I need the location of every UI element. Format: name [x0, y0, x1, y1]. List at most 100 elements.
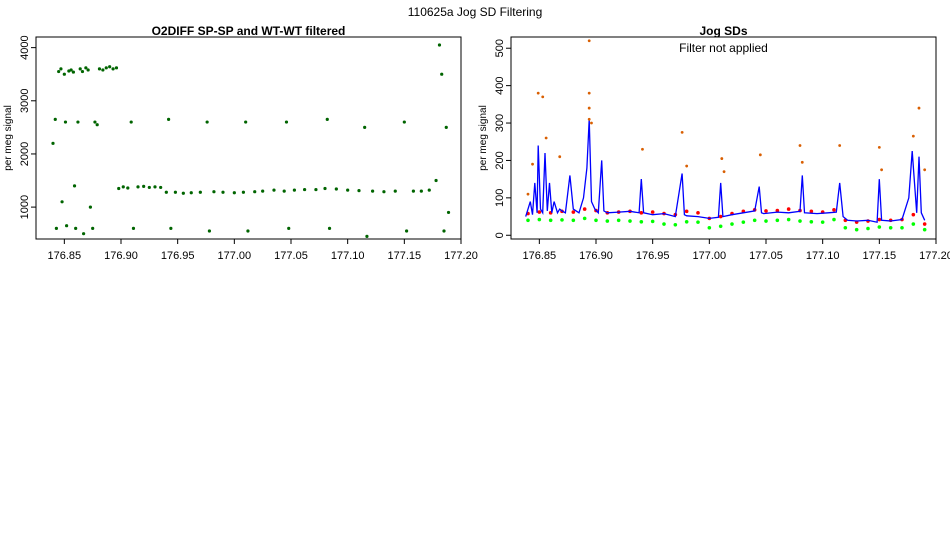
right-x-tick-label: 177.00: [693, 250, 727, 262]
left-data-point: [84, 66, 88, 70]
right-data-point: [536, 91, 540, 95]
right-data-point: [718, 224, 723, 229]
left-plot-marks: [51, 43, 451, 238]
right-data-point: [558, 155, 562, 159]
left-data-point: [365, 234, 369, 238]
left-data-point: [129, 120, 133, 124]
left-x-tick-label: 177.05: [274, 250, 308, 262]
left-y-tick-label: 2000: [19, 142, 31, 166]
left-x-tick-label: 177.10: [331, 250, 365, 262]
right-data-point: [680, 130, 684, 134]
left-data-point: [261, 189, 265, 193]
left-data-point: [93, 120, 97, 124]
left-data-point: [167, 117, 171, 121]
left-data-point: [164, 190, 168, 194]
left-data-point: [334, 187, 338, 191]
right-x-tick-label: 177.20: [919, 250, 950, 262]
left-y-axis: 1000 2000 3000 4000: [19, 35, 36, 219]
left-x-tick-label: 176.85: [48, 250, 82, 262]
right-data-point: [820, 220, 825, 224]
left-panel: O2DIFF SP-SP and WT-WT filtered per meg …: [3, 24, 478, 262]
right-data-point: [922, 227, 927, 232]
left-data-point: [62, 72, 66, 76]
left-data-point: [221, 190, 225, 194]
right-data-point: [775, 208, 780, 213]
left-data-point: [78, 67, 82, 71]
left-data-point: [444, 125, 448, 129]
right-data-point: [684, 209, 689, 214]
left-data-point: [287, 226, 291, 230]
left-data-point: [111, 67, 115, 71]
left-data-point: [51, 141, 55, 145]
right-data-point: [809, 219, 814, 224]
right-data-point: [832, 208, 836, 212]
right-y-axis: 0 100 200 300 400 500: [494, 39, 511, 238]
right-data-point: [685, 164, 689, 168]
right-data-point: [696, 211, 700, 215]
right-data-point: [923, 168, 927, 172]
left-data-point: [126, 186, 130, 190]
left-data-point: [104, 66, 108, 70]
right-data-point: [639, 219, 644, 224]
right-data-point: [880, 168, 883, 172]
left-data-point: [232, 191, 236, 195]
right-x-tick-label: 176.90: [579, 250, 613, 262]
left-plot-title: O2DIFF SP-SP and WT-WT filtered: [152, 24, 346, 38]
left-data-point: [325, 117, 329, 121]
left-data-point: [117, 186, 121, 191]
left-data-point: [440, 72, 444, 76]
left-data-point: [434, 178, 438, 183]
figure-suptitle: 110625a Jog SD Filtering: [408, 5, 543, 19]
right-data-point: [877, 217, 882, 222]
left-data-point: [173, 190, 177, 194]
left-x-tick-label: 176.90: [104, 250, 138, 262]
right-data-point: [877, 225, 882, 229]
right-data-point: [775, 218, 780, 223]
right-plot-title: Jog SDs: [699, 24, 747, 38]
right-panel: Jog SDs Filter not applied per meg signa…: [478, 24, 950, 262]
left-data-point: [80, 69, 85, 74]
left-data-point: [65, 224, 69, 228]
left-data-point: [57, 69, 61, 74]
right-x-axis: 176.85 176.90 176.95 177.00 177.05 177.10 177.…: [523, 239, 950, 262]
right-plot-marks: [525, 39, 927, 232]
left-data-point: [284, 120, 289, 124]
right-data-point: [590, 121, 593, 125]
right-data-point: [650, 219, 655, 224]
left-plot-box: [35, 36, 462, 240]
right-data-point: [800, 160, 804, 164]
right-data-point: [764, 219, 768, 223]
left-data-point: [69, 68, 73, 72]
left-data-point: [95, 123, 99, 127]
left-data-point: [60, 200, 64, 204]
left-data-point: [136, 185, 140, 189]
right-data-point: [720, 157, 724, 160]
right-data-point: [544, 136, 548, 140]
left-data-point: [205, 120, 209, 124]
left-data-point: [59, 67, 63, 71]
right-data-point: [786, 207, 791, 211]
right-data-point: [758, 153, 762, 157]
left-data-point: [86, 68, 90, 72]
left-data-point: [272, 188, 276, 192]
left-data-point: [169, 226, 173, 230]
right-x-tick-label: 176.95: [636, 250, 670, 262]
left-data-point: [292, 188, 296, 192]
right-data-point: [888, 225, 893, 230]
left-data-point: [82, 232, 86, 236]
left-data-point: [74, 226, 78, 230]
right-data-point: [560, 218, 564, 222]
left-data-point: [212, 190, 216, 194]
right-data-point: [741, 220, 746, 224]
right-data-point: [911, 212, 916, 217]
right-data-point: [587, 91, 591, 95]
left-x-tick-label: 176.95: [161, 250, 195, 262]
right-data-point: [877, 145, 881, 149]
right-x-tick-label: 177.05: [749, 250, 783, 262]
right-data-point: [854, 227, 859, 232]
left-data-point: [53, 117, 57, 121]
right-data-point: [587, 106, 591, 110]
left-data-point: [181, 191, 185, 195]
right-data-point: [684, 219, 689, 224]
